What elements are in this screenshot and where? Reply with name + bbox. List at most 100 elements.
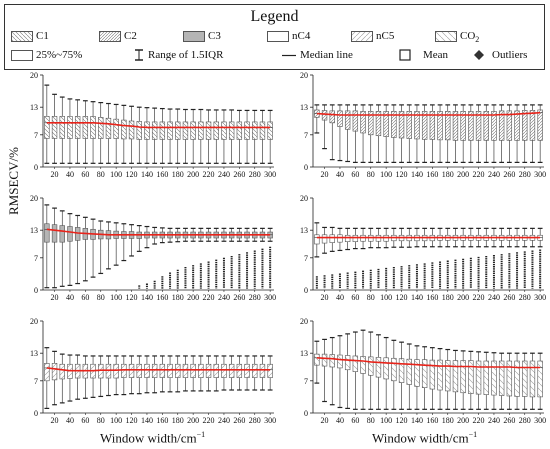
legend-label-outliers: Outliers (492, 49, 528, 61)
box (136, 363, 142, 378)
x-tick-label: 240 (218, 293, 230, 302)
x-axis-label-right-text: Window width/cm (372, 430, 469, 446)
y-tick-label: 7 (34, 377, 38, 386)
box (337, 354, 343, 369)
x-tick-label: 60 (351, 170, 359, 179)
box (391, 357, 397, 382)
x-tick-label: 140 (411, 293, 423, 302)
panel-c1: 0 7 13 20 20 40 60 80 100 120 140 160 180 200 220 240 26… (30, 71, 276, 179)
box (205, 363, 212, 378)
box (190, 363, 196, 378)
box (59, 116, 65, 139)
box (498, 360, 505, 396)
x-tick-label: 280 (519, 170, 531, 179)
x-tick-label: 60 (81, 170, 89, 179)
box (182, 363, 189, 378)
x-tick-label: 180 (172, 416, 184, 425)
x-tick-label: 200 (187, 293, 199, 302)
box (44, 116, 50, 139)
x-tick-label: 200 (187, 416, 199, 425)
x-tick-label: 300 (264, 293, 276, 302)
box (314, 353, 320, 366)
legend-item-c3: C3 (183, 30, 221, 42)
x-tick-label: 280 (519, 293, 531, 302)
x-axis-label-left: Window width/cm−1 (100, 430, 205, 446)
x-tick-label: 300 (534, 293, 546, 302)
box (475, 111, 482, 141)
x-tick-label: 280 (519, 416, 531, 425)
whisker-icon (135, 49, 143, 62)
x-axis-label-right-sup: −1 (468, 430, 478, 439)
x-tick-label: 20 (51, 293, 59, 302)
legend-item-median: Median line (281, 49, 353, 61)
box (113, 118, 119, 139)
x-tick-label: 60 (81, 293, 89, 302)
x-tick-label: 60 (351, 416, 359, 425)
box (121, 119, 127, 140)
box (167, 121, 173, 140)
x-tick-label: 40 (336, 170, 344, 179)
panel-nc5: 0 7 13 20 20 40 60 80 100 120 140 160 180 200 220 240 26… (30, 317, 276, 425)
box (352, 234, 359, 242)
y-tick-label: 0 (34, 163, 38, 172)
y-tick-label: 7 (34, 254, 38, 263)
panel-co2: 0 7 13 20 20 40 60 80 100 120 140 160 180 200 220 240 26… (300, 317, 546, 425)
box (144, 121, 150, 140)
x-tick-label: 60 (81, 416, 89, 425)
y-tick-label: 13 (300, 103, 308, 112)
box (445, 111, 451, 141)
legend-title: Legend (250, 8, 299, 25)
x-tick-label: 180 (442, 170, 454, 179)
y-tick-label: 0 (304, 286, 308, 295)
box (337, 234, 343, 243)
legend-swatch-co2 (435, 30, 457, 42)
x-tick-label: 140 (141, 293, 153, 302)
x-tick-label: 280 (249, 293, 261, 302)
box (51, 116, 58, 139)
x-tick-label: 160 (156, 293, 168, 302)
legend-item-c1: C1 (11, 30, 49, 42)
legend-swatch-nc5 (351, 30, 373, 42)
box (51, 224, 58, 243)
box (236, 121, 243, 140)
legend-label-median: Median line (300, 49, 353, 61)
x-tick-label: 260 (503, 170, 515, 179)
x-tick-label: 280 (249, 170, 261, 179)
box (529, 110, 536, 141)
box (522, 360, 528, 397)
x-axis-label-right: Window width/cm−1 (372, 430, 477, 446)
box (537, 360, 543, 398)
box (259, 121, 266, 140)
box (167, 363, 173, 378)
box (360, 356, 366, 374)
panel-c3: 0 7 13 20 20 40 60 80 100 120 140 160 180 200 220 240 26… (30, 194, 276, 302)
panel-c2: 0 7 13 20 20 40 60 80 100 120 140 160 180 200 220 240 26… (300, 71, 546, 179)
box (213, 363, 219, 378)
x-tick-label: 140 (411, 416, 423, 425)
legend-label-c3: C3 (208, 30, 221, 42)
y-axis-label: RMSECV/% (6, 147, 21, 215)
x-axis-label-left-text: Window width/cm (100, 430, 197, 446)
box (51, 363, 58, 381)
x-tick-label: 80 (367, 293, 375, 302)
box (421, 111, 428, 140)
x-tick-label: 60 (351, 293, 359, 302)
box (221, 363, 227, 378)
outlier-diamond-icon (474, 50, 484, 61)
box (159, 121, 166, 140)
x-tick-label: 260 (233, 416, 245, 425)
box (468, 360, 474, 394)
x-tick-label: 160 (426, 416, 438, 425)
x-tick-label: 100 (380, 170, 392, 179)
box (498, 110, 505, 141)
x-tick-label: 300 (264, 416, 276, 425)
box (136, 121, 142, 140)
legend-item-mean: Mean (399, 49, 448, 62)
y-tick-label: 0 (34, 286, 38, 295)
box (429, 111, 436, 140)
box (321, 110, 328, 121)
x-tick-label: 80 (97, 293, 105, 302)
box (375, 111, 382, 137)
box (491, 360, 497, 396)
box (228, 121, 235, 140)
